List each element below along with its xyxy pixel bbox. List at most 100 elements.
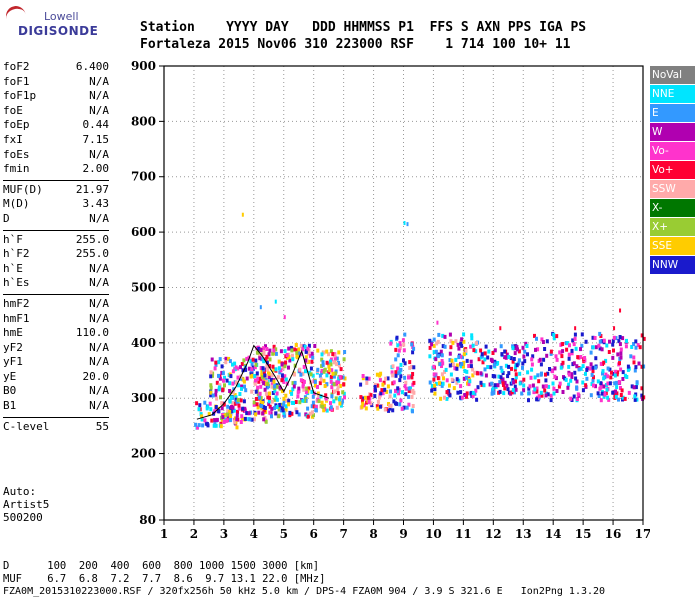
echo-point <box>568 343 571 348</box>
echo-point <box>605 387 609 392</box>
echo-point <box>271 364 275 369</box>
echo-point <box>279 349 283 354</box>
param-name: foEs <box>3 147 30 161</box>
echo-point <box>295 410 299 415</box>
echo-point <box>225 378 229 383</box>
echo-point <box>239 398 243 403</box>
echo-point <box>640 386 644 391</box>
echo-point <box>376 399 380 404</box>
echo-point <box>263 406 267 410</box>
echo-point <box>329 405 333 410</box>
echo-point <box>432 343 436 348</box>
echo-point <box>291 381 295 386</box>
echo-point <box>222 378 225 383</box>
echo-point <box>266 395 270 400</box>
echo-point <box>240 416 244 421</box>
param-row: h`Es N/A <box>3 276 109 291</box>
echo-point <box>290 411 294 416</box>
echo-point <box>459 384 463 389</box>
footer-info-row: FZA0M_2015310223000.RSF / 320fx256h 50 k… <box>3 586 606 597</box>
echo-point <box>244 367 248 372</box>
echo-point <box>512 357 516 361</box>
echo-point <box>395 388 399 393</box>
autoscaling-info: Auto: Artist5 500200 <box>3 485 49 524</box>
echo-point <box>448 383 451 388</box>
echo-point <box>495 361 499 366</box>
echo-point <box>231 401 235 406</box>
echo-point <box>228 359 232 364</box>
echo-point <box>266 382 270 387</box>
echo-point <box>407 375 410 380</box>
echo-point <box>521 365 524 370</box>
echo-point <box>504 355 508 360</box>
echo-point <box>432 372 436 377</box>
param-name: hmF1 <box>3 311 30 325</box>
echo-point <box>325 360 329 365</box>
echo-point <box>343 376 347 381</box>
echo-point <box>294 342 298 347</box>
echo-point <box>430 342 434 347</box>
echo-point <box>549 398 553 403</box>
x-tick-label: 14 <box>545 527 562 541</box>
echo-point <box>522 388 526 393</box>
echo-point <box>282 399 286 404</box>
echo-point <box>623 396 627 401</box>
echo-point <box>245 411 249 416</box>
echo-point <box>566 341 570 346</box>
echo-point <box>619 367 623 372</box>
echo-point <box>304 386 308 391</box>
param-name: foF2 <box>3 60 30 73</box>
echo-point <box>450 358 454 363</box>
echo-point <box>197 423 201 428</box>
echo-point <box>337 350 341 355</box>
header-row-values: Fortaleza 2015 Nov06 310 223000 RSF 1 71… <box>140 37 571 52</box>
echo-point <box>501 371 505 375</box>
echo-point <box>276 375 280 380</box>
echo-point <box>549 351 553 356</box>
echo-point <box>471 343 475 348</box>
echo-point <box>268 410 272 415</box>
echo-point <box>373 384 377 389</box>
echo-point <box>264 357 268 362</box>
echo-point <box>367 376 371 381</box>
echo-point <box>592 375 595 380</box>
echo-point <box>469 359 473 364</box>
echo-point <box>329 401 332 406</box>
echo-point <box>486 365 490 369</box>
echo-point <box>238 392 242 396</box>
echo-point <box>483 357 487 362</box>
x-tick-label: 15 <box>575 527 592 541</box>
echo-point <box>203 400 207 405</box>
echo-point <box>257 395 261 400</box>
echo-point <box>487 349 491 354</box>
echo-point <box>515 345 519 350</box>
echo-point <box>281 408 285 413</box>
echo-point <box>570 348 574 353</box>
echo-point <box>440 372 444 377</box>
echo-point <box>274 347 278 352</box>
echo-point <box>589 393 593 398</box>
echo-point <box>262 370 266 375</box>
echo-point <box>403 221 406 226</box>
echo-point <box>460 362 464 366</box>
echo-point <box>591 345 595 350</box>
echo-point <box>319 394 323 399</box>
echo-point <box>310 410 314 415</box>
echo-point <box>339 403 343 408</box>
param-row: M(D) 3.43 <box>3 197 109 212</box>
echo-point <box>229 395 233 400</box>
echo-point <box>537 379 541 384</box>
param-name: h`F2 <box>3 247 30 261</box>
echo-point <box>392 399 396 404</box>
echo-point <box>265 354 269 359</box>
echo-point <box>301 398 305 403</box>
echo-point <box>247 366 251 371</box>
echo-point <box>318 381 322 386</box>
echo-point <box>320 352 324 357</box>
echo-point <box>341 390 345 395</box>
echo-point <box>394 373 398 378</box>
echo-point <box>282 396 286 401</box>
echo-point <box>292 384 296 389</box>
echo-point <box>542 357 546 362</box>
echo-point <box>607 350 611 354</box>
